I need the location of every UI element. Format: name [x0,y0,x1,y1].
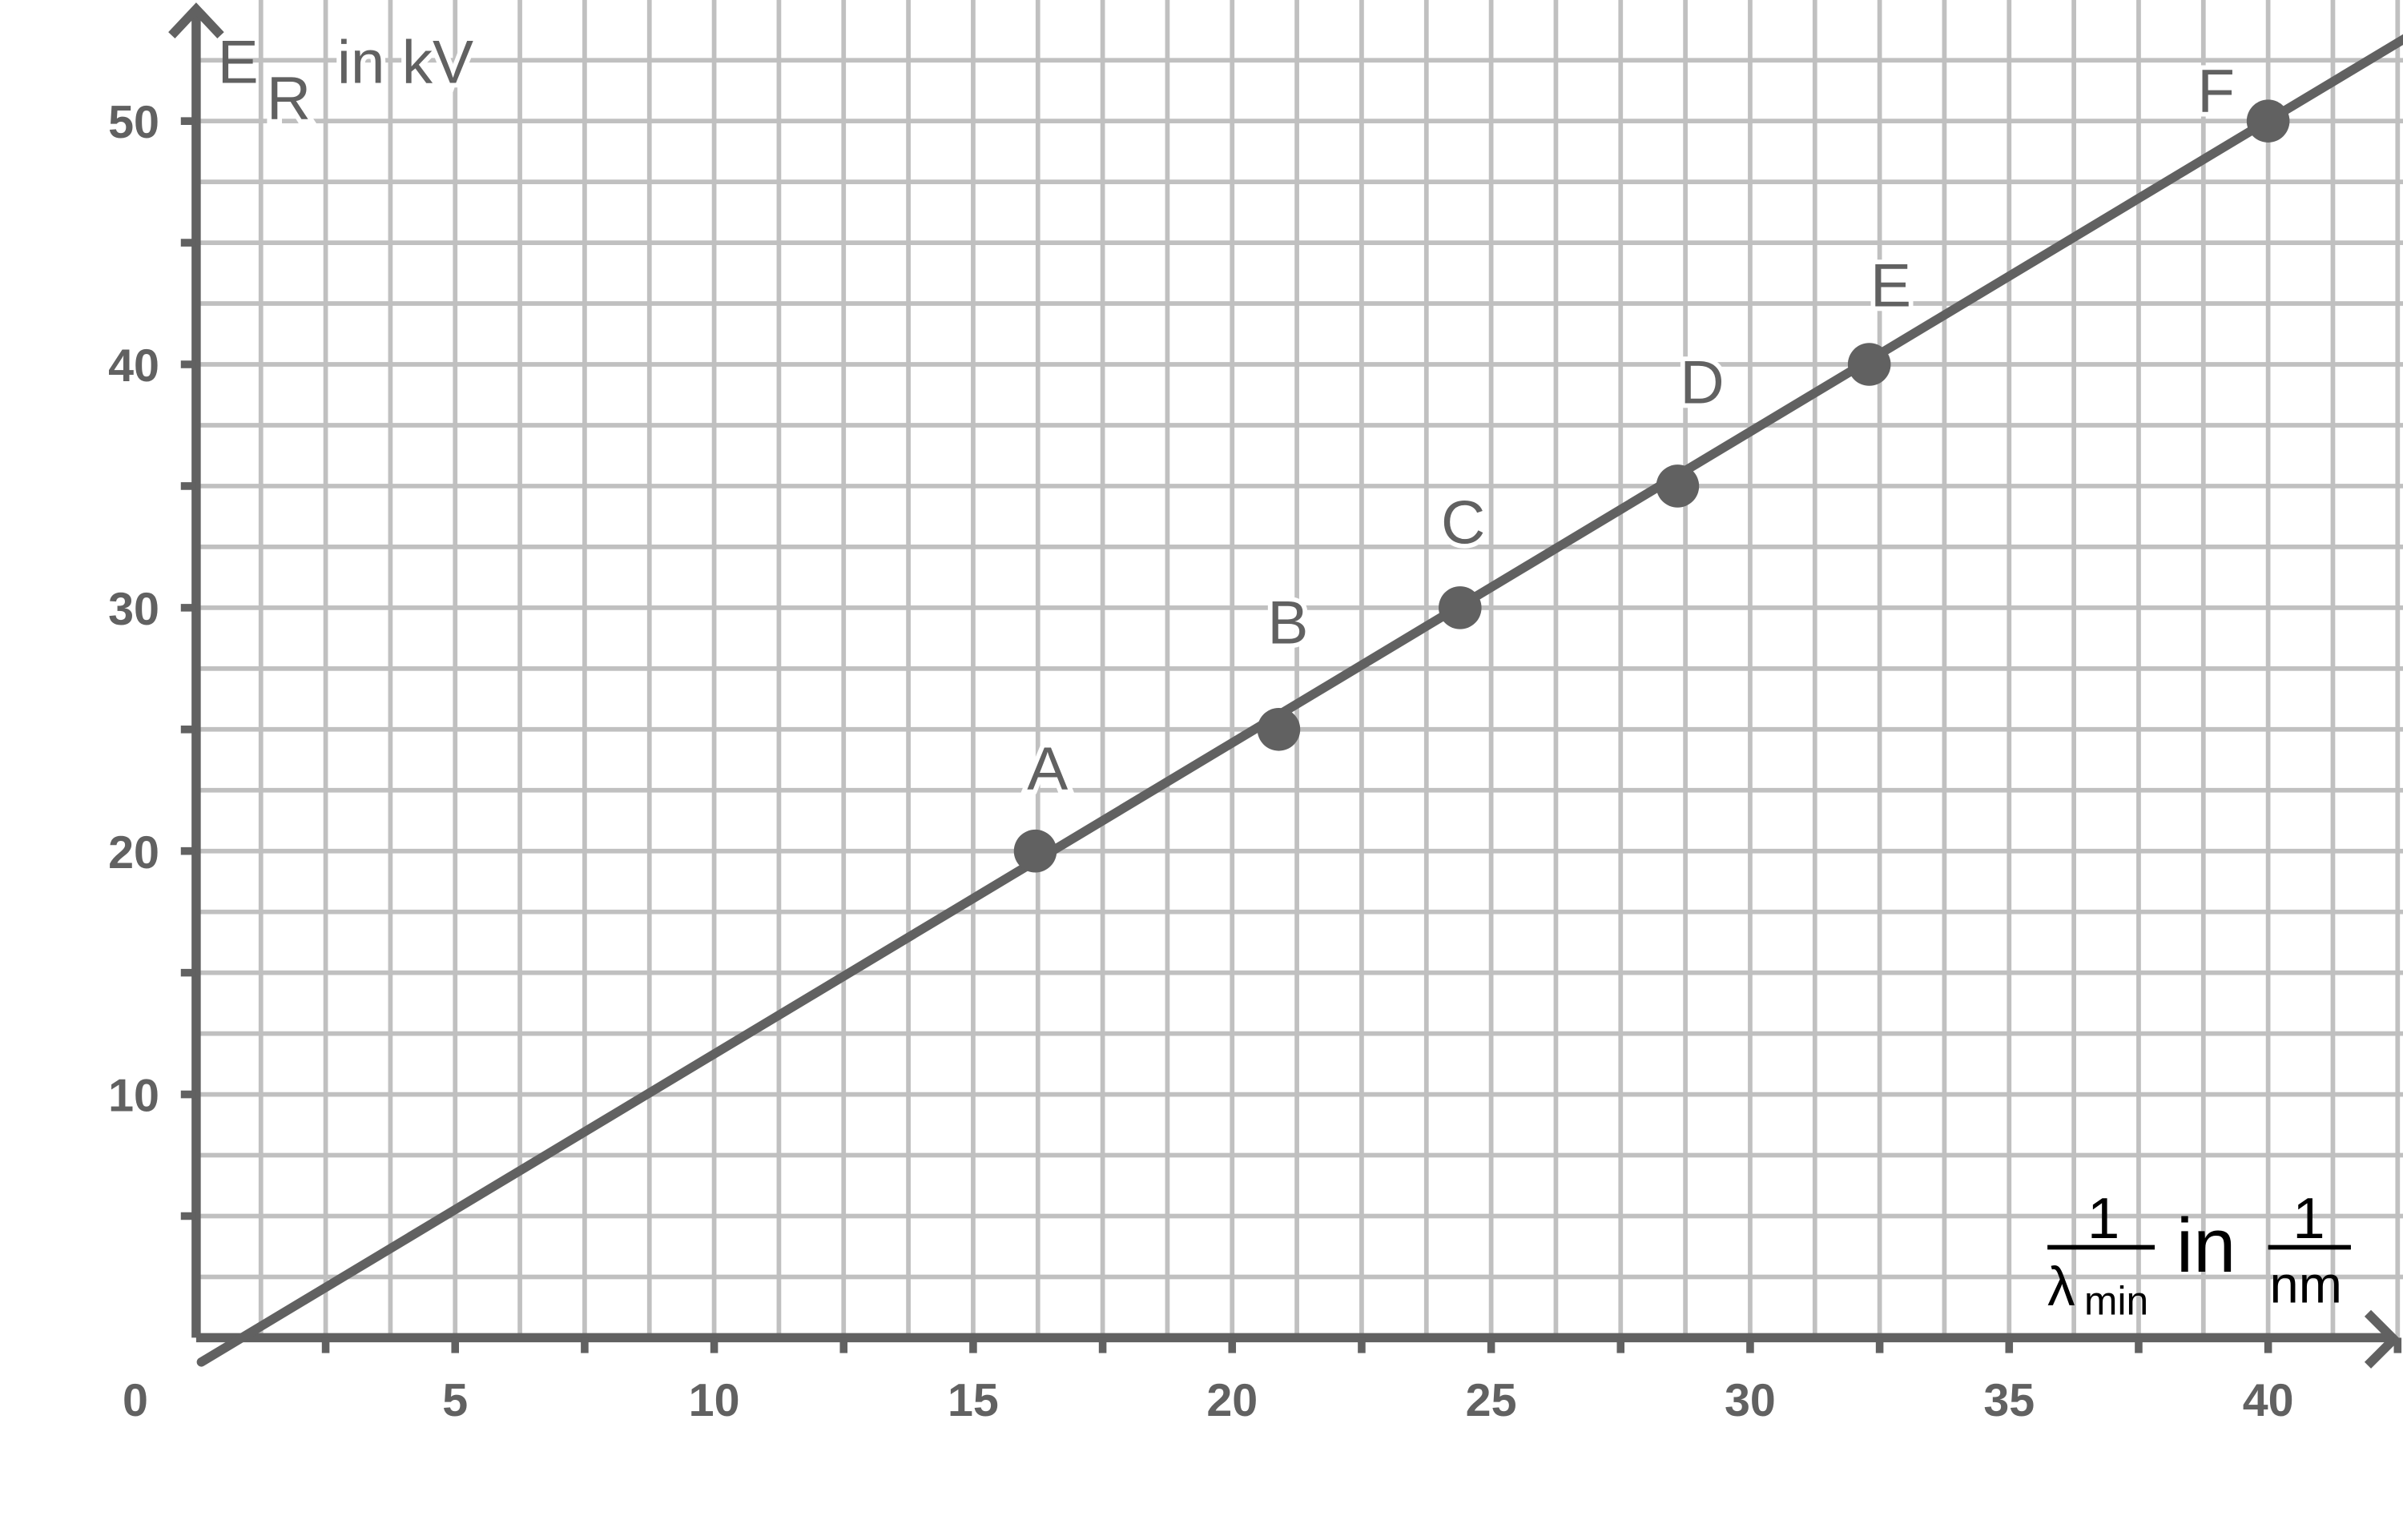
fit-line [196,34,2403,1367]
data-point-a [1013,829,1057,873]
y-axis-arrow-icon [168,2,224,38]
y-tick-label: 20 [108,827,159,879]
point-label-f: F [2197,58,2235,126]
origin-label: 0 [123,1375,148,1426]
data-point-c [1439,586,1482,629]
x-tick-label: 40 [2243,1375,2294,1426]
x-title-lambda: λ [2047,1256,2075,1317]
x-title-lambda-sub: min [2084,1279,2148,1324]
data-point-d [1656,464,1700,508]
point-label-c: C [1441,489,1485,557]
y-tick-label: 40 [108,340,159,392]
x-unit-denominator: nm [2270,1255,2342,1313]
data-point-f [2246,99,2290,143]
data-point-e [1847,343,1891,386]
y-axis-title: E R in kV [218,24,478,138]
y-title-main: E [218,28,259,96]
grid [195,0,2403,1338]
x-tick-label: 30 [1725,1375,1776,1426]
y-title-unit: in kV [337,28,473,96]
x-tick-label: 15 [948,1375,999,1426]
x-tick-label: 10 [689,1375,740,1426]
point-label-b: B [1267,589,1308,657]
point-label-a: A [1027,735,1068,803]
x-title-in: in [2176,1203,2236,1289]
data-point-b [1257,708,1301,751]
x-tick-label: 35 [1983,1375,2035,1426]
y-tick-label: 30 [108,584,159,635]
x-unit-numerator: 1 [2292,1186,2325,1251]
y-tick-label: 50 [108,97,159,148]
axes [168,2,2402,1369]
point-label-d: D [1680,349,1724,417]
point-label-e: E [1870,251,1911,320]
y-title-sub: R [267,65,311,133]
x-tick-label: 20 [1206,1375,1258,1426]
x-tick-label: 5 [442,1375,468,1426]
x-title-numerator: 1 [2087,1186,2119,1251]
data-points: A B C D E F [1013,53,2290,873]
x-axis-title: 1 λ min in 1 nm [2047,1186,2351,1324]
x-tick-label: 25 [1466,1375,1517,1426]
y-tick-label: 10 [108,1071,159,1122]
